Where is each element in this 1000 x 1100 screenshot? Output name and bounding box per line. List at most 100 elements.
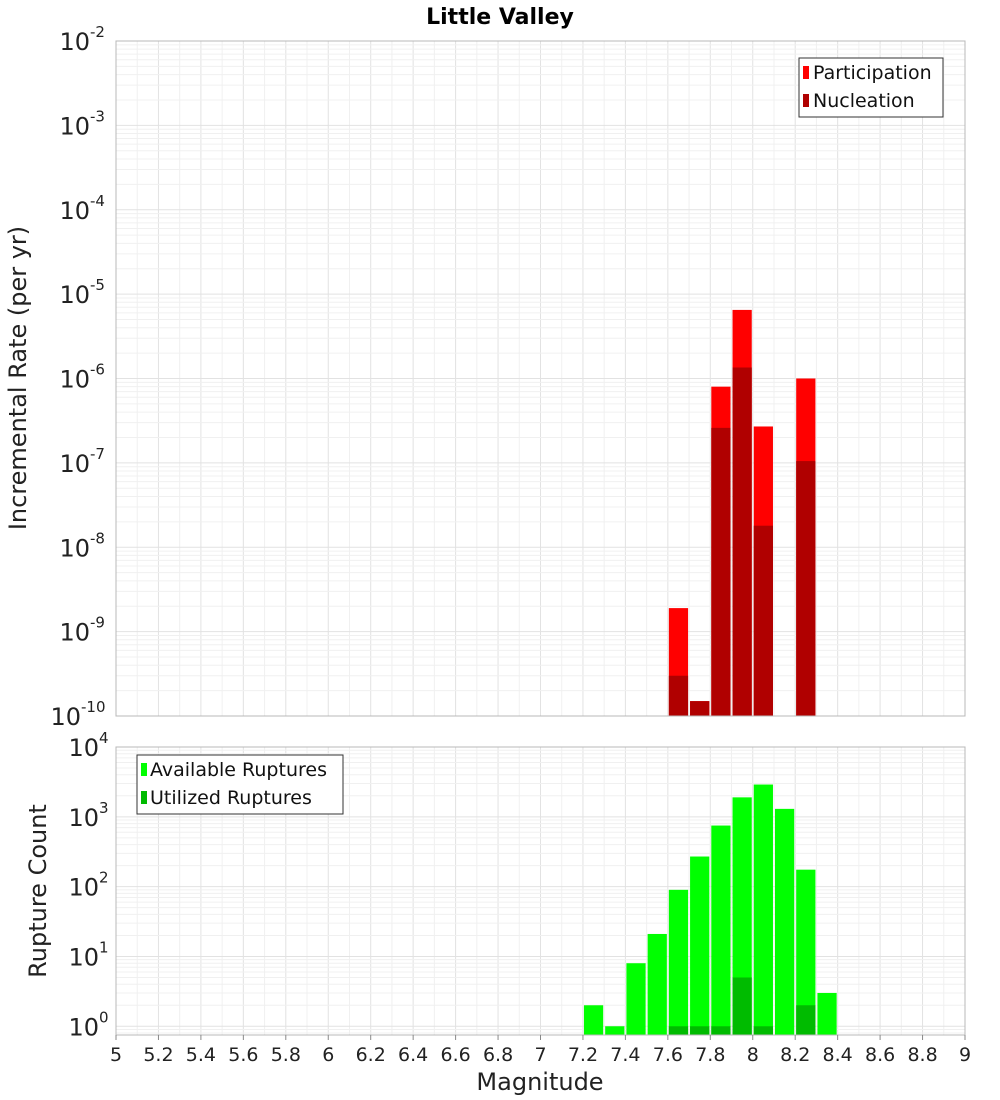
x-tick-label: 5.8 <box>271 1044 301 1066</box>
top-bar-nucleation <box>668 675 689 716</box>
x-tick-label: 7.8 <box>695 1044 725 1066</box>
bot-bar-utilized-ruptures <box>690 1026 710 1035</box>
chart-title: Little Valley <box>426 5 574 30</box>
bot-bar-utilized-ruptures <box>711 1026 731 1035</box>
bot-bar-available-ruptures <box>817 992 837 1035</box>
top-ytick-exp: -10 <box>81 698 106 716</box>
top-ytick-label: 10 -10 <box>50 698 105 731</box>
rate-plot-border <box>115 40 966 717</box>
x-tick-label: 5.2 <box>143 1044 173 1066</box>
top-ytick-base: 10 <box>59 281 90 309</box>
rate-legend: Participation Nucleation <box>798 57 944 118</box>
bot-bar-utilized-ruptures <box>753 1026 773 1035</box>
top-ytick-base: 10 <box>59 450 90 478</box>
top-bar-nucleation <box>711 427 731 716</box>
bot-ytick-base: 10 <box>68 1013 99 1041</box>
bot-bar-available-ruptures <box>732 797 752 1035</box>
x-tick-label: 5 <box>110 1044 122 1066</box>
legend-swatch-participation <box>803 66 809 79</box>
bot-bar-available-ruptures <box>690 856 710 1035</box>
bot-ytick-label: 10 2 <box>68 869 108 902</box>
count-legend-box <box>136 754 344 815</box>
bot-bar-utilized-ruptures <box>732 977 752 1035</box>
top-ytick-exp: -2 <box>90 23 105 41</box>
bot-bar-available-ruptures <box>753 784 773 1035</box>
legend-swatch-nucleation <box>803 94 809 107</box>
bot-ytick-base: 10 <box>68 804 99 832</box>
x-tick-label: 6.6 <box>440 1044 470 1066</box>
bot-ytick-label: 10 1 <box>68 938 108 971</box>
top-ytick-exp: -4 <box>90 192 105 210</box>
x-tick-label: 6.2 <box>356 1044 386 1066</box>
top-ytick-exp: -6 <box>90 361 105 379</box>
top-ytick-label: 10 -7 <box>59 445 105 478</box>
x-tick-label: 5.4 <box>186 1044 216 1066</box>
top-bar-nucleation <box>732 367 752 716</box>
x-tick-label: 8.2 <box>780 1044 810 1066</box>
rate-bars <box>668 309 816 716</box>
bot-bar-available-ruptures <box>583 1005 604 1035</box>
top-ytick-base: 10 <box>59 619 90 647</box>
x-tick-label: 6.4 <box>398 1044 428 1066</box>
x-tick-label: 7.2 <box>568 1044 598 1066</box>
x-axis-label: Magnitude <box>476 1068 603 1096</box>
legend-swatch-utilized <box>141 791 147 804</box>
legend-label-utilized: Utilized Ruptures <box>150 787 312 809</box>
top-ytick-base: 10 <box>59 197 90 225</box>
x-tick-label: 6.8 <box>483 1044 513 1066</box>
top-ytick-exp: -8 <box>90 529 105 547</box>
legend-label-available: Available Ruptures <box>150 759 327 781</box>
magnitude-x-ticks: 5 5.2 5.4 5.6 5.8 6 6.2 6.4 6.6 6.8 7 7.2 7.4 7.6 7.8 8… <box>110 1035 971 1066</box>
top-ytick-base: 10 <box>59 112 90 140</box>
top-ytick-exp: -7 <box>90 445 105 463</box>
bot-bar-utilized-ruptures <box>796 1005 816 1035</box>
top-ytick-label: 10 -9 <box>59 614 105 647</box>
top-bar-nucleation <box>690 701 710 716</box>
count-y-axis-label: Rupture Count <box>24 804 52 978</box>
top-ytick-exp: -9 <box>90 614 105 632</box>
bot-ytick-label: 10 3 <box>68 799 108 832</box>
count-bars <box>583 784 837 1035</box>
x-tick-label: 8.8 <box>907 1044 937 1066</box>
count-legend: Available Ruptures Utilized Ruptures <box>136 754 344 815</box>
top-ytick-label: 10 -8 <box>59 529 105 562</box>
top-ytick-label: 10 -3 <box>59 107 105 140</box>
top-ytick-label: 10 -6 <box>59 361 105 394</box>
top-ytick-base: 10 <box>59 534 90 562</box>
top-ytick-exp: -5 <box>90 276 105 294</box>
bot-ytick-exp: 0 <box>99 1008 109 1026</box>
top-ytick-label: 10 -5 <box>59 276 105 309</box>
bot-ytick-exp: 4 <box>99 729 109 747</box>
bot-bar-available-ruptures <box>711 825 731 1035</box>
top-ytick-base: 10 <box>59 28 90 56</box>
rate-legend-box <box>798 57 944 118</box>
x-tick-label: 8 <box>747 1044 759 1066</box>
top-ytick-base: 10 <box>59 366 90 394</box>
legend-label-participation: Participation <box>813 62 932 84</box>
bot-ytick-base: 10 <box>68 943 99 971</box>
bot-ytick-exp: 1 <box>99 938 109 956</box>
bot-ytick-label: 10 0 <box>68 1008 108 1041</box>
top-ytick-label: 10 -2 <box>59 23 105 56</box>
legend-label-nucleation: Nucleation <box>813 90 915 112</box>
bot-ytick-exp: 3 <box>99 799 109 817</box>
top-ytick-label: 10 -4 <box>59 192 105 225</box>
top-ytick-base: 10 <box>50 703 81 731</box>
bot-bar-available-ruptures <box>668 889 689 1035</box>
x-tick-label: 6 <box>322 1044 334 1066</box>
x-tick-label: 9 <box>959 1044 971 1066</box>
rate-y-axis-label: Incremental Rate (per yr) <box>4 226 32 530</box>
x-tick-label: 5.6 <box>228 1044 258 1066</box>
bot-ytick-base: 10 <box>68 734 99 762</box>
top-ytick-exp: -3 <box>90 107 105 125</box>
x-tick-label: 8.4 <box>823 1044 853 1066</box>
bot-bar-available-ruptures <box>626 963 646 1035</box>
bot-ytick-exp: 2 <box>99 869 109 887</box>
bot-bar-available-ruptures <box>774 808 795 1035</box>
x-tick-label: 8.6 <box>865 1044 895 1066</box>
